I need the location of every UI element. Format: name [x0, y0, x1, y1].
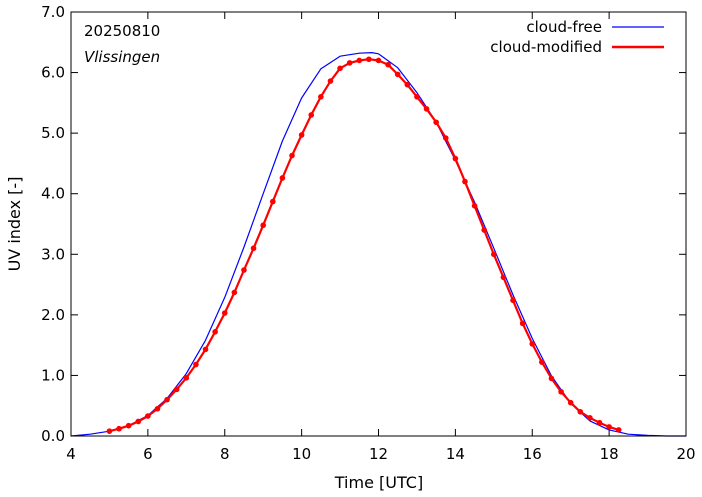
plot-frame [70, 11, 687, 437]
x-tick-label: 4 [66, 445, 76, 463]
data-point-cloud-modified [308, 112, 315, 118]
x-tick-label: 18 [600, 445, 619, 463]
data-point-cloud-modified [221, 310, 228, 316]
data-point-cloud-modified [452, 155, 459, 162]
data-point-cloud-modified [183, 375, 190, 381]
location-label: Vlissingen [84, 48, 160, 66]
data-point-cloud-modified [510, 297, 516, 304]
data-point-cloud-modified [241, 267, 247, 273]
y-tick-label: 1.0 [41, 366, 65, 384]
data-point-cloud-modified [500, 274, 507, 281]
series-layer [70, 51, 686, 437]
data-point-cloud-modified [404, 81, 411, 88]
data-point-cloud-modified [154, 405, 161, 412]
x-tick-label: 12 [369, 445, 388, 463]
data-point-cloud-modified [135, 418, 142, 425]
data-point-cloud-modified [567, 399, 574, 406]
data-point-cloud-modified [558, 388, 564, 395]
data-point-cloud-modified [606, 424, 612, 430]
data-point-cloud-modified [202, 346, 209, 353]
x-axis-title: Time [UTC] [334, 473, 423, 492]
data-point-cloud-modified [269, 198, 276, 205]
data-point-cloud-modified [298, 132, 305, 138]
data-point-cloud-modified [433, 119, 439, 126]
data-point-cloud-modified [548, 375, 555, 382]
data-point-cloud-modified [279, 175, 286, 181]
data-point-cloud-modified [145, 413, 151, 419]
data-point-cloud-modified [587, 415, 593, 421]
data-point-cloud-modified [106, 428, 113, 434]
data-point-cloud-modified [596, 419, 603, 426]
data-point-cloud-modified [442, 135, 449, 141]
data-point-cloud-modified [327, 78, 334, 84]
x-tick-label: 16 [523, 445, 542, 463]
legend-label-cloud-modified: cloud-modified [490, 38, 602, 56]
data-point-cloud-modified [615, 427, 622, 433]
y-tick-label: 5.0 [41, 124, 65, 142]
data-point-cloud-modified [125, 422, 132, 429]
data-point-cloud-modified [462, 178, 468, 185]
data-point-cloud-modified [529, 341, 536, 347]
axis-ticks: 4 6 8 10 12 14 16 18 20 0.0 1.0 2.0 3.0 4.0 5.0 6.0 7.0 [41, 3, 695, 463]
data-point-cloud-modified [212, 329, 218, 335]
x-tick-label: 10 [292, 445, 311, 463]
x-tick-label: 8 [220, 445, 230, 463]
data-point-cloud-modified [173, 386, 180, 393]
data-point-cloud-modified [366, 56, 372, 63]
y-tick-label: 7.0 [41, 3, 65, 21]
x-tick-label: 14 [446, 445, 465, 463]
y-tick-label: 6.0 [41, 64, 65, 82]
y-tick-label: 3.0 [41, 245, 65, 263]
data-point-cloud-modified [250, 245, 257, 252]
x-tick-label: 6 [143, 445, 153, 463]
data-point-cloud-modified [394, 71, 401, 78]
data-point-cloud-modified [423, 106, 430, 112]
data-point-cloud-modified [491, 251, 497, 258]
data-point-cloud-modified [318, 94, 324, 100]
legend-label-cloud-free: cloud-free [526, 18, 602, 36]
x-tick-label: 20 [676, 445, 695, 463]
legend: cloud-free cloud-modified [490, 18, 664, 56]
data-point-cloud-modified [471, 203, 478, 209]
data-point-cloud-modified [337, 65, 343, 72]
data-point-cloud-modified [577, 408, 584, 415]
y-tick-label: 0.0 [41, 427, 65, 445]
y-axis-title: UV index [-] [5, 177, 24, 272]
data-point-cloud-modified [289, 152, 295, 159]
data-point-cloud-modified [193, 361, 199, 368]
data-point-cloud-modified [539, 359, 545, 365]
data-point-cloud-modified [414, 94, 420, 100]
y-tick-label: 2.0 [41, 306, 65, 324]
data-point-cloud-modified [385, 61, 391, 68]
data-point-cloud-modified [481, 227, 488, 233]
data-point-cloud-modified [231, 289, 238, 296]
data-point-cloud-modified [375, 57, 382, 64]
data-point-cloud-modified [519, 320, 526, 327]
data-point-cloud-modified [164, 396, 170, 403]
data-point-cloud-modified [116, 425, 122, 432]
data-point-cloud-modified [356, 57, 363, 64]
y-tick-label: 4.0 [41, 185, 65, 203]
data-point-cloud-modified [260, 222, 266, 229]
date-label: 20250810 [84, 22, 160, 40]
data-point-cloud-modified [346, 60, 353, 66]
